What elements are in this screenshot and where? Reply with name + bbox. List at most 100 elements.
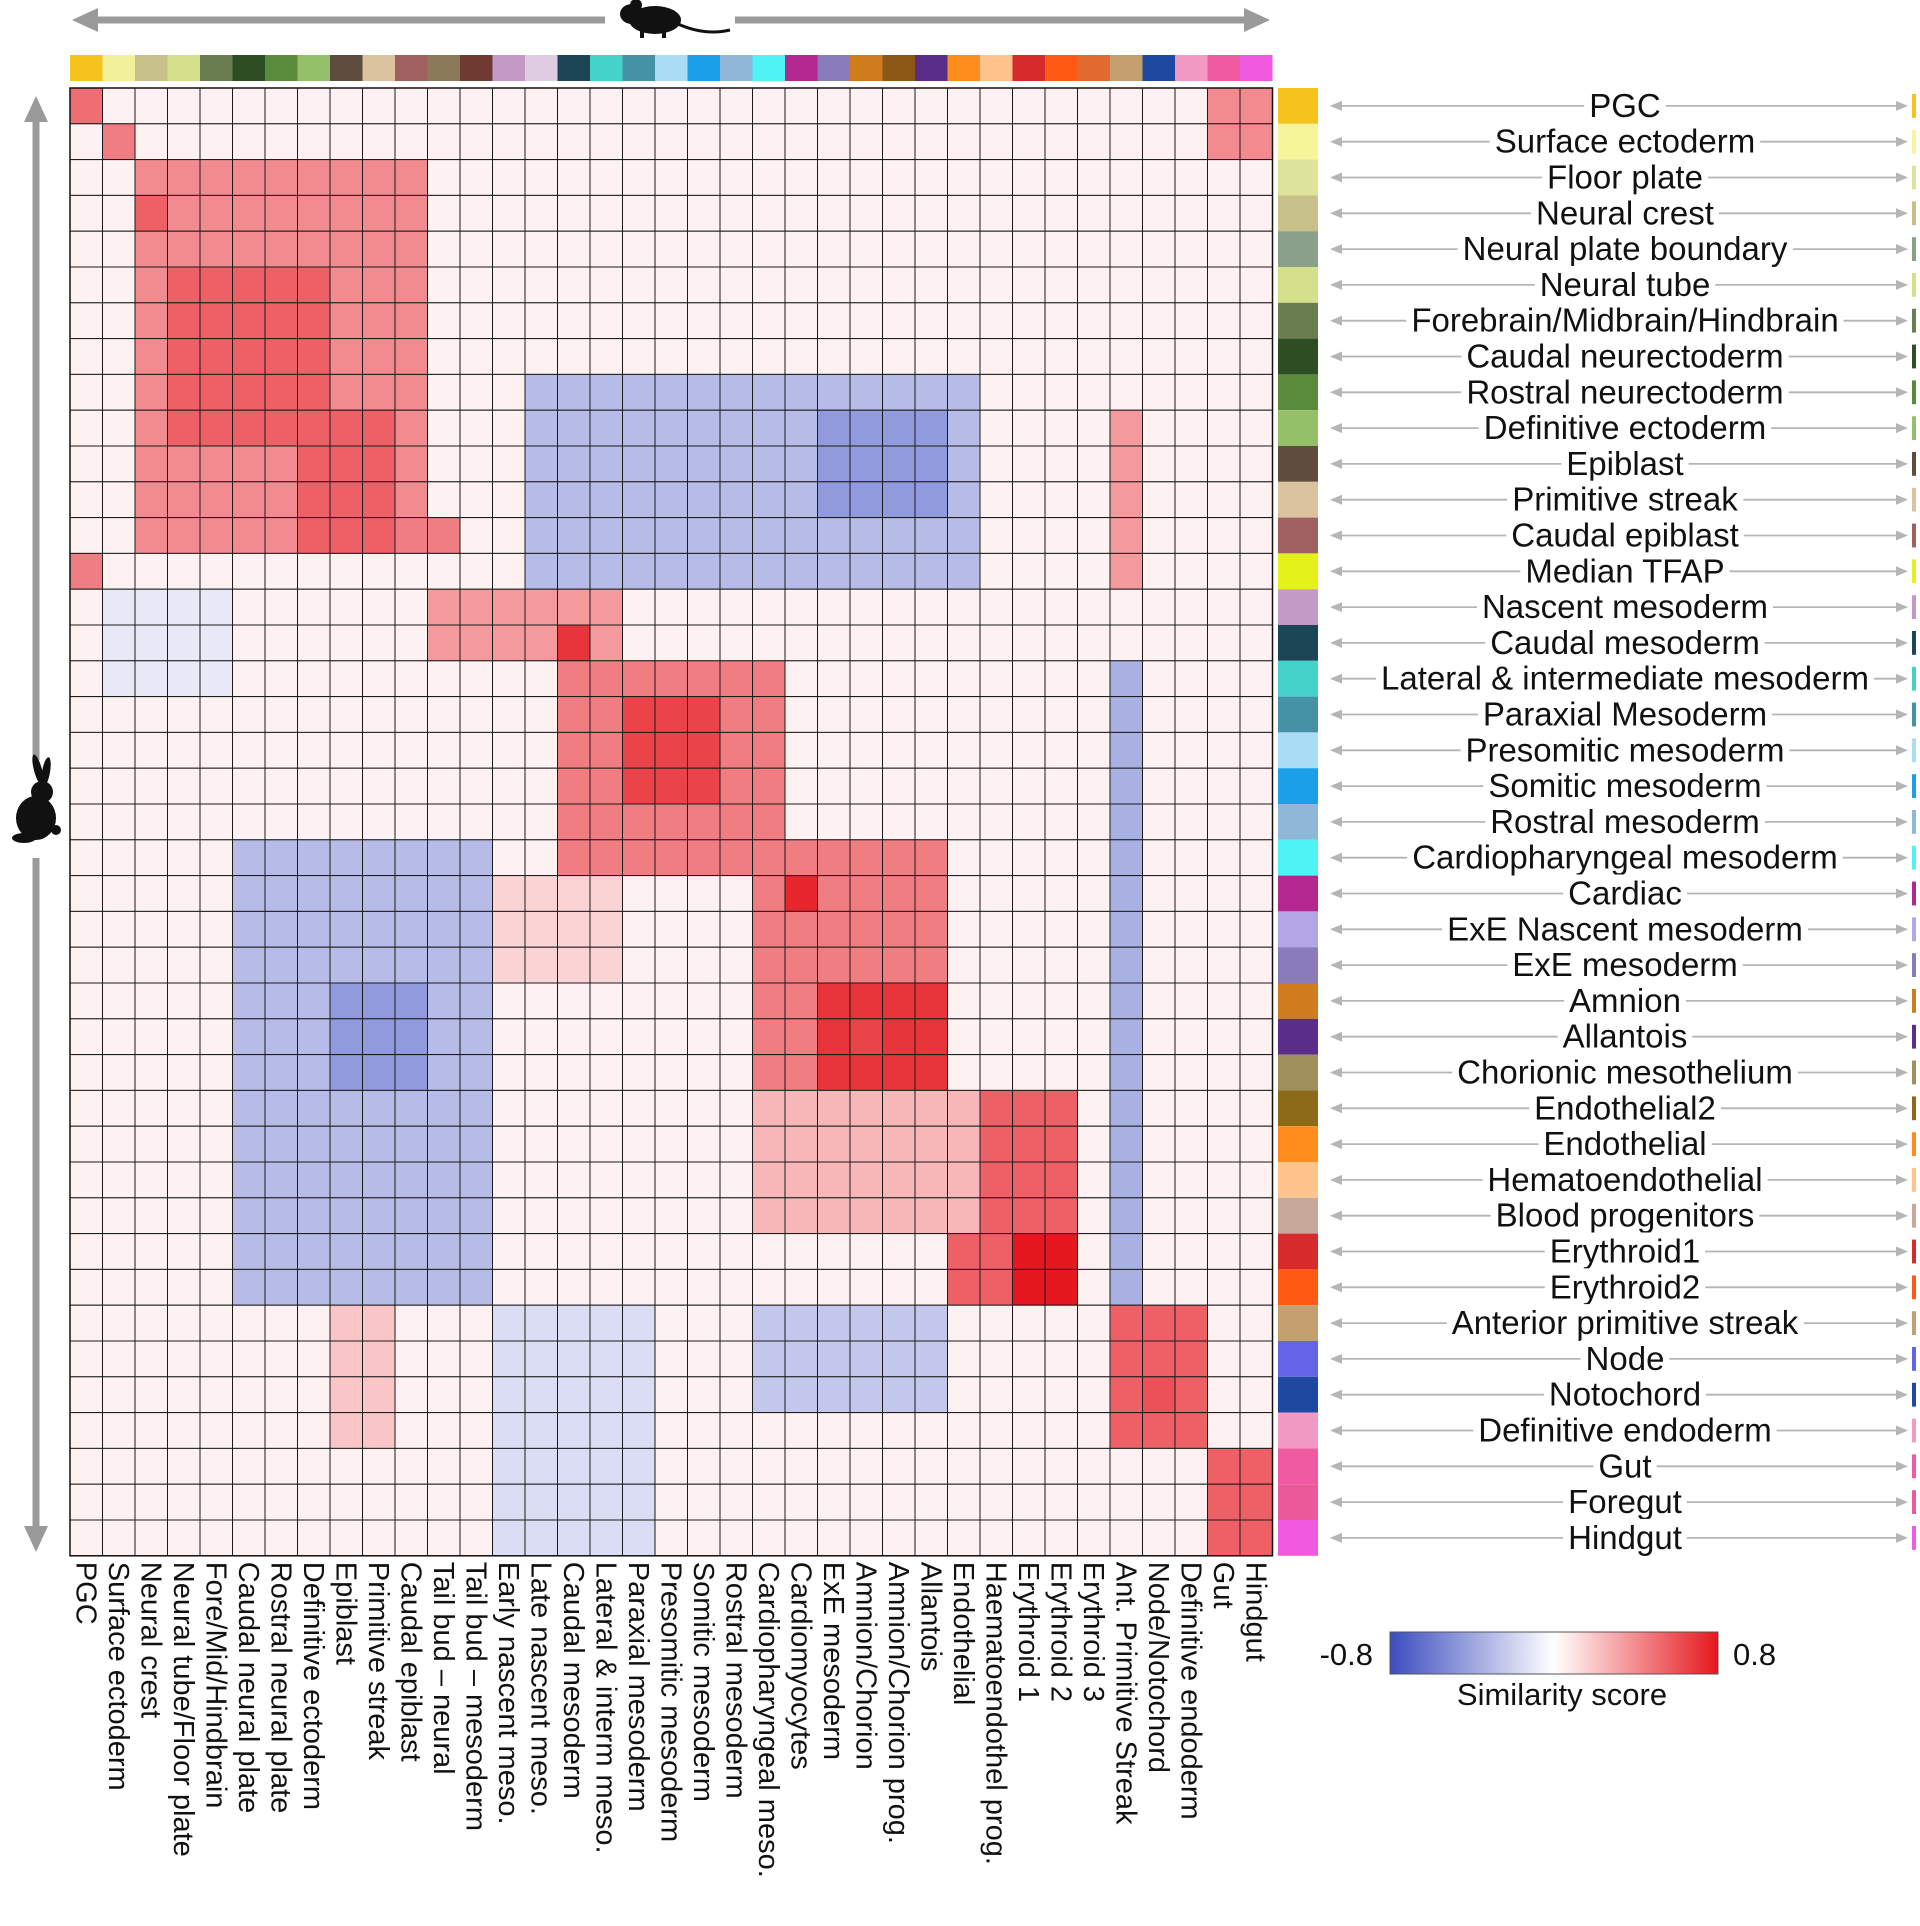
heatmap-cell: [394, 1197, 428, 1235]
heatmap-cell: [1207, 696, 1241, 733]
heatmap-cell: [1142, 373, 1176, 411]
heatmap-cell: [394, 1340, 428, 1378]
heatmap-cell: [557, 1233, 591, 1270]
heatmap-cell: [1174, 731, 1208, 769]
heatmap-cell: [1109, 875, 1143, 912]
heatmap-cell: [102, 445, 136, 483]
heatmap-cell: [849, 875, 883, 912]
heatmap-cell: [167, 159, 201, 196]
column-color-swatch: [395, 55, 428, 81]
heatmap-cell: [817, 373, 851, 411]
row-label: Median TFAP: [1525, 552, 1724, 589]
row-color-swatch: [1278, 338, 1318, 375]
heatmap-cell: [1109, 588, 1143, 626]
heatmap-cell: [264, 696, 298, 733]
heatmap-cell: [1109, 1089, 1143, 1127]
heatmap-cell: [329, 481, 363, 519]
heatmap-cell: [1207, 1304, 1241, 1342]
heatmap-cell: [979, 373, 1013, 411]
heatmap-cell: [199, 1233, 233, 1270]
heatmap-cell: [394, 552, 428, 590]
heatmap-cell: [167, 481, 201, 519]
heatmap-cell: [232, 910, 266, 948]
heatmap-cell: [687, 1197, 721, 1235]
heatmap-cell: [979, 731, 1013, 769]
heatmap-cell: [979, 445, 1013, 483]
heatmap-cell: [654, 87, 688, 125]
heatmap-cell: [362, 409, 396, 447]
heatmap-cell: [622, 1376, 656, 1414]
heatmap-cell: [459, 731, 493, 769]
heatmap-cell: [947, 517, 981, 554]
heatmap-cell: [1109, 1483, 1143, 1521]
heatmap-cell: [622, 982, 656, 1020]
heatmap-cell: [329, 767, 363, 805]
heatmap-cell: [69, 159, 103, 196]
heatmap-cell: [557, 1412, 591, 1449]
heatmap-cell: [134, 445, 168, 483]
heatmap-cell: [1012, 1304, 1046, 1342]
heatmap-cell: [752, 875, 786, 912]
heatmap-cell: [719, 696, 753, 733]
heatmap-cell: [1077, 552, 1111, 590]
row-label-arrowhead-right: [1896, 1353, 1908, 1364]
heatmap-cell: [69, 1340, 103, 1378]
heatmap-cell: [199, 445, 233, 483]
heatmap-cell: [752, 1161, 786, 1199]
row-color-tick: [1912, 1239, 1916, 1264]
heatmap-cell: [1142, 1304, 1176, 1342]
heatmap-cell: [394, 1519, 428, 1557]
heatmap-cell: [167, 409, 201, 447]
heatmap-cell: [167, 982, 201, 1020]
heatmap-cell: [557, 517, 591, 554]
heatmap-cell: [362, 1376, 396, 1414]
heatmap-cell: [394, 660, 428, 698]
heatmap-cell: [914, 409, 948, 447]
heatmap-cell: [557, 946, 591, 984]
heatmap-cell: [1174, 982, 1208, 1020]
heatmap-cell: [264, 517, 298, 554]
heatmap-cell: [1109, 946, 1143, 984]
heatmap-cell: [264, 1412, 298, 1449]
row-label-arrowhead-right: [1896, 566, 1908, 577]
row-label: Surface ectoderm: [1495, 123, 1755, 160]
heatmap-cell: [1109, 338, 1143, 375]
heatmap-cell: [589, 1268, 623, 1306]
colorbar-title: Similarity score: [1457, 1677, 1667, 1712]
heatmap-cell: [654, 1376, 688, 1414]
heatmap-cell: [1239, 803, 1273, 841]
heatmap-cell: [817, 1197, 851, 1235]
heatmap-cell: [524, 1519, 558, 1557]
heatmap-cell: [622, 660, 656, 698]
heatmap-cell: [654, 803, 688, 841]
heatmap-cell: [199, 1340, 233, 1378]
heatmap-cell: [979, 1376, 1013, 1414]
heatmap-cell: [427, 266, 461, 304]
heatmap-cell: [1077, 230, 1111, 268]
column-label: Surface ectoderm: [102, 1562, 134, 1791]
heatmap-cell: [102, 660, 136, 698]
heatmap-cell: [622, 230, 656, 268]
row-color-tick: [1912, 129, 1916, 154]
heatmap-cell: [1207, 946, 1241, 984]
column-color-swatch: [785, 55, 818, 81]
heatmap-cell: [1012, 338, 1046, 375]
rabbit-icon: [12, 754, 61, 843]
heatmap-cell: [979, 1054, 1013, 1091]
row-label-arrowhead-right: [1896, 458, 1908, 469]
heatmap-cell: [1012, 1197, 1046, 1235]
heatmap-cell: [914, 1125, 948, 1163]
left-arrow-up-head: [24, 96, 48, 122]
heatmap-cell: [849, 588, 883, 626]
heatmap-cell: [102, 552, 136, 590]
heatmap-cell: [979, 123, 1013, 161]
heatmap-cell: [459, 1483, 493, 1521]
row-color-tick: [1912, 738, 1916, 763]
row-label: Anterior primitive streak: [1452, 1304, 1799, 1341]
heatmap-cell: [914, 1233, 948, 1270]
heatmap-cell: [394, 1412, 428, 1449]
heatmap-cell: [69, 194, 103, 232]
row-color-tick: [1912, 1060, 1916, 1085]
heatmap-cell: [622, 445, 656, 483]
heatmap-cell: [719, 266, 753, 304]
